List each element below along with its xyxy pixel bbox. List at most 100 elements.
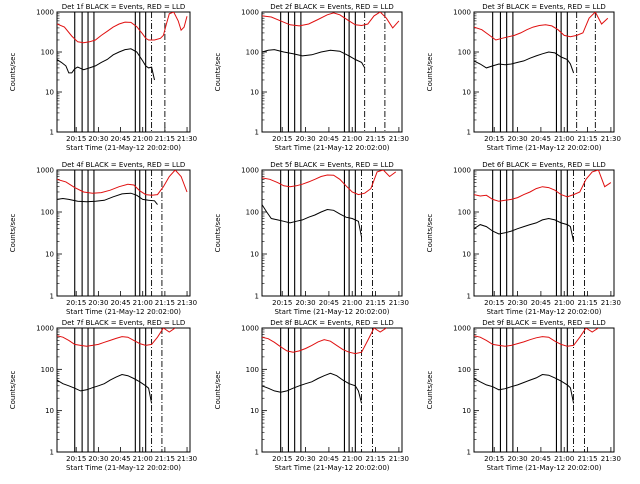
x-tick-label: 20:30: [295, 455, 315, 463]
x-tick-label: 21:30: [177, 135, 197, 143]
lld-series-red: [262, 328, 387, 355]
y-tick-label: 1000: [241, 325, 259, 333]
y-tick-label: 1000: [453, 9, 471, 17]
y-tick-label: 1: [255, 293, 259, 301]
y-tick-label: 1000: [36, 9, 54, 17]
plot-frame: [56, 327, 191, 453]
lld-series-red: [262, 12, 400, 29]
y-tick-label: 10: [250, 251, 259, 259]
events-series-black: [262, 204, 363, 238]
events-series-black: [57, 48, 155, 81]
events-series-black: [474, 217, 575, 242]
x-tick-label: 21:15: [365, 299, 385, 307]
events-series-black: [262, 49, 366, 69]
panel-title: Det 1f BLACK = Events, RED = LLD: [62, 3, 185, 11]
x-tick-label: 20:45: [531, 299, 551, 307]
y-tick-label: 1000: [241, 9, 259, 17]
x-tick-label: 21:30: [177, 455, 197, 463]
panel-title: Det 2f BLACK = Events, RED = LLD: [270, 3, 393, 11]
y-tick-label: 1: [467, 129, 471, 137]
x-axis-label: Start Time (21-May-12 20:02:00): [486, 144, 601, 152]
plot-frame: [56, 169, 191, 297]
x-tick-label: 21:15: [155, 135, 175, 143]
panel-4: 1 10 100 1000 20:15 20:30 20:45 21:00 21:15 21:30…: [9, 161, 197, 316]
y-tick-label: 10: [45, 251, 54, 259]
x-tick-label: 20:30: [295, 135, 315, 143]
x-tick-label: 21:15: [155, 299, 175, 307]
plot-frame: [56, 11, 191, 133]
lld-series-red: [262, 170, 397, 196]
x-tick-label: 21:30: [389, 455, 409, 463]
panel-title: Det 4f BLACK = Events, RED = LLD: [62, 161, 185, 169]
y-axis-label: Counts/sec: [214, 371, 222, 410]
x-tick-label: 20:45: [319, 299, 339, 307]
events-series-black: [262, 372, 363, 404]
panel-8: 1 10 100 1000 20:15 20:30 20:45 21:00 21:15 21:30…: [214, 319, 409, 472]
x-tick-label: 20:45: [531, 135, 551, 143]
y-tick-label: 100: [458, 209, 471, 217]
y-tick-label: 10: [462, 407, 471, 415]
x-tick-label: 21:00: [342, 135, 362, 143]
y-tick-label: 1: [467, 293, 471, 301]
x-tick-label: 20:15: [484, 299, 504, 307]
x-tick-label: 21:30: [601, 299, 621, 307]
y-tick-label: 10: [462, 251, 471, 259]
y-axis-label: Counts/sec: [426, 371, 434, 410]
panel-1: 1 10 100 1000 20:15 20:30 20:45 21:00 21:15 21:30…: [9, 3, 197, 152]
x-tick-label: 20:30: [507, 135, 527, 143]
y-tick-label: 1: [467, 449, 471, 457]
events-series-black: [474, 373, 575, 404]
panel-title: Det 5f BLACK = Events, RED = LLD: [270, 161, 393, 169]
y-axis-label: Counts/sec: [426, 214, 434, 253]
y-axis-label: Counts/sec: [214, 214, 222, 253]
y-tick-label: 100: [246, 49, 259, 57]
panel-title: Det 9f BLACK = Events, RED = LLD: [482, 319, 605, 327]
y-tick-label: 1000: [36, 325, 54, 333]
x-tick-label: 21:00: [554, 135, 574, 143]
lld-series-red: [474, 170, 612, 202]
events-series-black: [57, 192, 158, 205]
plot-frame: [261, 11, 403, 133]
x-tick-label: 20:15: [272, 455, 292, 463]
y-axis-label: Counts/sec: [9, 214, 17, 253]
y-tick-label: 1000: [453, 325, 471, 333]
panel-5: 1 10 100 1000 20:15 20:30 20:45 21:00 21:15 21:30…: [214, 161, 409, 316]
x-tick-label: 20:15: [272, 135, 292, 143]
lld-series-red: [57, 170, 188, 196]
y-tick-label: 100: [458, 366, 471, 374]
panel-3: 1 10 100 1000 20:15 20:30 20:45 21:00 21:15 21:30…: [426, 3, 621, 152]
x-tick-label: 20:30: [507, 299, 527, 307]
y-tick-label: 1000: [36, 167, 54, 175]
x-tick-label: 20:45: [110, 455, 130, 463]
y-tick-label: 1: [255, 449, 259, 457]
x-axis-label: Start Time (21-May-12 20:02:00): [66, 308, 181, 316]
y-tick-label: 10: [462, 89, 471, 97]
x-tick-label: 20:30: [295, 299, 315, 307]
x-tick-label: 21:00: [133, 299, 153, 307]
y-axis-label: Counts/sec: [426, 53, 434, 92]
plot-frame: [261, 327, 403, 453]
plot-frame: [261, 169, 403, 297]
x-tick-label: 20:15: [66, 455, 86, 463]
plot-frame: [473, 169, 615, 297]
x-tick-label: 20:15: [66, 299, 86, 307]
x-axis-label: Start Time (21-May-12 20:02:00): [486, 308, 601, 316]
x-axis-label: Start Time (21-May-12 20:02:00): [274, 464, 389, 472]
x-tick-label: 20:15: [272, 299, 292, 307]
x-tick-label: 21:15: [577, 135, 597, 143]
y-tick-label: 10: [45, 407, 54, 415]
lld-series-red: [57, 12, 188, 44]
x-tick-label: 20:30: [88, 455, 108, 463]
y-tick-label: 100: [458, 49, 471, 57]
x-tick-label: 21:15: [577, 455, 597, 463]
panel-title: Det 3f BLACK = Events, RED = LLD: [482, 3, 605, 11]
y-tick-label: 1: [50, 293, 54, 301]
panel-9: 1 10 100 1000 20:15 20:30 20:45 21:00 21:15 21:30…: [426, 319, 621, 472]
x-tick-label: 20:45: [531, 455, 551, 463]
x-axis-label: Start Time (21-May-12 20:02:00): [274, 308, 389, 316]
y-tick-label: 10: [45, 89, 54, 97]
y-tick-label: 1: [50, 449, 54, 457]
panel-6: 1 10 100 1000 20:15 20:30 20:45 21:00 21:15 21:30…: [426, 161, 621, 316]
x-tick-label: 21:30: [389, 299, 409, 307]
